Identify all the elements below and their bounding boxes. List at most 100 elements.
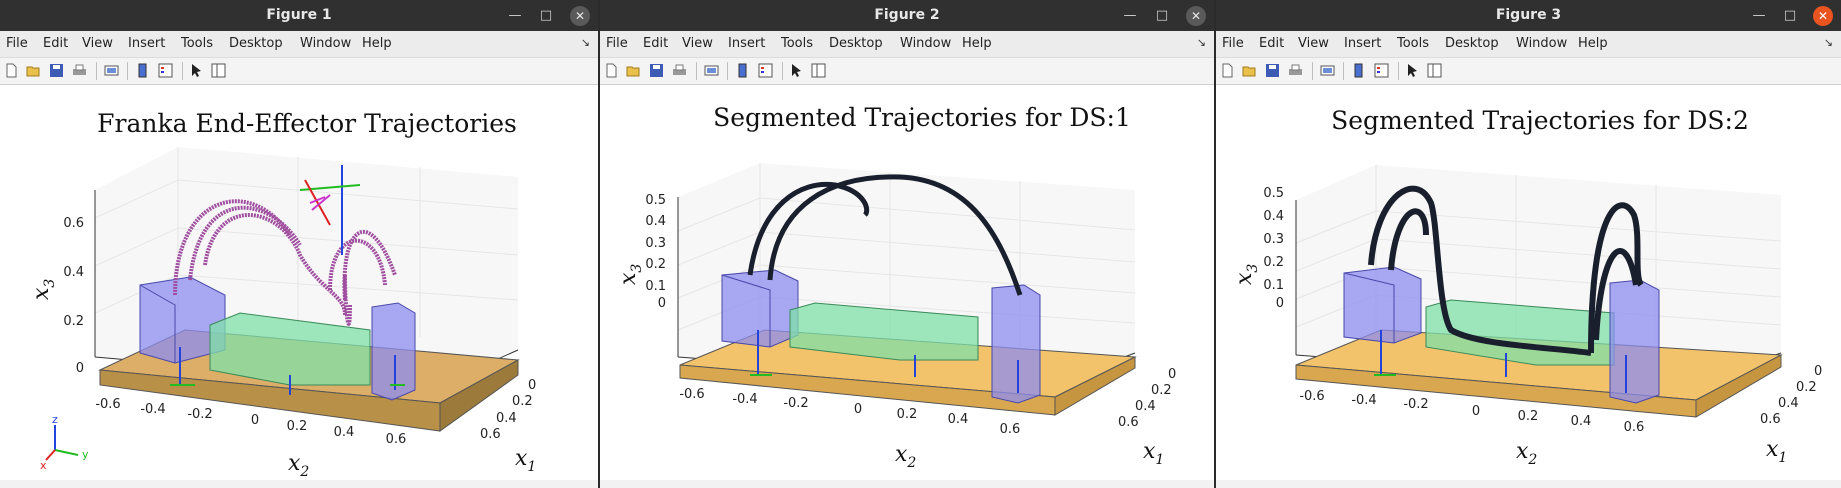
menu-window[interactable]: Window: [1516, 36, 1568, 51]
x2-tick: 0.6: [386, 432, 407, 447]
x1-axis-label: x1: [1766, 437, 1787, 466]
minimize-icon[interactable]: —: [1752, 8, 1766, 23]
figure-1-window: Figure 1 — □ ✕ File Edit View Insert Too…: [0, 0, 598, 488]
new-figure-icon[interactable]: [4, 63, 19, 78]
maximize-icon[interactable]: □: [1783, 8, 1797, 23]
minimize-icon[interactable]: —: [508, 8, 522, 23]
menu-help[interactable]: Help: [362, 36, 392, 51]
menu-desktop[interactable]: Desktop: [229, 36, 283, 51]
menu-edit[interactable]: Edit: [643, 36, 669, 51]
maximize-icon[interactable]: □: [539, 8, 553, 23]
axes-figure-2[interactable]: Segmented Trajectories for DS:1: [600, 85, 1214, 488]
close-icon[interactable]: ✕: [1813, 6, 1833, 26]
x2-tick: 0.2: [897, 407, 918, 422]
axes-figure-1[interactable]: Franka End-Effector Trajectories: [0, 85, 598, 488]
save-icon[interactable]: [49, 63, 64, 78]
dock-icon[interactable]: ↘: [1823, 36, 1833, 49]
menu-edit[interactable]: Edit: [1259, 36, 1285, 51]
toolbar-separator: [1343, 62, 1344, 80]
x3-tick: 0.4: [1263, 209, 1284, 224]
open-icon[interactable]: [26, 63, 41, 78]
menu-view[interactable]: View: [82, 36, 113, 51]
title-bar[interactable]: Figure 1 — □ ✕: [0, 0, 598, 31]
colorbar-icon[interactable]: [135, 63, 150, 78]
menu-file[interactable]: File: [606, 36, 628, 51]
menu-help[interactable]: Help: [962, 36, 992, 51]
x1-tick: 0.4: [1135, 399, 1156, 414]
menu-view[interactable]: View: [1298, 36, 1329, 51]
x3-tick: 0: [1276, 296, 1284, 311]
blue-box-left: [721, 269, 799, 348]
link-icon[interactable]: [704, 63, 719, 78]
menu-view[interactable]: View: [682, 36, 713, 51]
x1-tick: 0: [528, 378, 536, 393]
save-icon[interactable]: [1265, 63, 1280, 78]
x3-tick: 0.3: [645, 236, 666, 251]
menu-insert[interactable]: Insert: [1344, 36, 1382, 51]
menu-window[interactable]: Window: [300, 36, 352, 51]
pointer-icon[interactable]: [189, 63, 204, 78]
x3-tick: 0: [76, 361, 84, 376]
menu-insert[interactable]: Insert: [728, 36, 766, 51]
open-icon[interactable]: [626, 63, 641, 78]
blue-box-right: [1609, 279, 1660, 404]
menu-window[interactable]: Window: [900, 36, 952, 51]
save-icon[interactable]: [649, 63, 664, 78]
pointer-icon[interactable]: [1405, 63, 1420, 78]
x2-axis-label: x2: [288, 451, 309, 480]
new-figure-icon[interactable]: [1220, 63, 1235, 78]
property-inspector-icon[interactable]: [1427, 63, 1442, 78]
dock-icon[interactable]: ↘: [580, 36, 590, 49]
close-icon[interactable]: ✕: [570, 6, 590, 26]
grid-lines: [94, 147, 519, 337]
menu-file[interactable]: File: [1222, 36, 1244, 51]
menu-help[interactable]: Help: [1578, 36, 1608, 51]
table-side: [439, 359, 519, 432]
axes-triad: [45, 425, 79, 461]
x1-tick: 0: [1814, 364, 1822, 379]
legend-icon[interactable]: [758, 63, 773, 78]
menu-edit[interactable]: Edit: [43, 36, 69, 51]
new-figure-icon[interactable]: [604, 63, 619, 78]
menu-tools[interactable]: Tools: [181, 36, 214, 51]
menu-tools[interactable]: Tools: [781, 36, 814, 51]
legend-icon[interactable]: [1374, 63, 1389, 78]
status-strip: [600, 480, 1214, 488]
x2-tick: 0: [1472, 404, 1480, 419]
property-inspector-icon[interactable]: [211, 63, 226, 78]
print-icon[interactable]: [72, 63, 87, 78]
menu-file[interactable]: File: [6, 36, 28, 51]
open-icon[interactable]: [1242, 63, 1257, 78]
colorbar-icon[interactable]: [1351, 63, 1366, 78]
print-icon[interactable]: [672, 63, 687, 78]
x3-tick: 0.5: [1263, 186, 1284, 201]
close-icon[interactable]: ✕: [1186, 6, 1206, 26]
status-strip: [0, 480, 598, 488]
colorbar-icon[interactable]: [735, 63, 750, 78]
maximize-icon[interactable]: □: [1155, 8, 1169, 23]
toolbar-separator: [696, 62, 697, 80]
link-icon[interactable]: [104, 63, 119, 78]
x1-tick: 0.2: [1151, 383, 1172, 398]
menu-desktop[interactable]: Desktop: [1445, 36, 1499, 51]
axes-figure-3[interactable]: Segmented Trajectories for DS:2: [1216, 85, 1841, 488]
x1-tick: 0.6: [480, 427, 501, 442]
menu-insert[interactable]: Insert: [128, 36, 166, 51]
print-icon[interactable]: [1288, 63, 1303, 78]
plot-title: Segmented Trajectories for DS:1: [713, 103, 1131, 132]
x3-tick: 0.2: [1263, 255, 1284, 270]
legend-icon[interactable]: [158, 63, 173, 78]
title-bar[interactable]: Figure 2 — □ ✕: [600, 0, 1214, 31]
pointer-icon[interactable]: [789, 63, 804, 78]
menu-desktop[interactable]: Desktop: [829, 36, 883, 51]
minimize-icon[interactable]: —: [1123, 8, 1137, 23]
x1-tick: 0: [1168, 367, 1176, 382]
x2-tick: -0.2: [187, 407, 212, 422]
title-bar[interactable]: Figure 3 — □ ✕: [1216, 0, 1841, 31]
link-icon[interactable]: [1320, 63, 1335, 78]
table-side: [1695, 354, 1782, 418]
menu-tools[interactable]: Tools: [1397, 36, 1430, 51]
property-inspector-icon[interactable]: [811, 63, 826, 78]
dock-icon[interactable]: ↘: [1196, 36, 1206, 49]
x2-tick: -0.2: [1403, 397, 1428, 412]
